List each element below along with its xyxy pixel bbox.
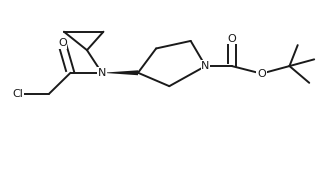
Polygon shape xyxy=(102,70,138,75)
Text: O: O xyxy=(58,38,67,48)
Text: Cl: Cl xyxy=(12,89,23,99)
Text: N: N xyxy=(98,68,106,78)
Text: N: N xyxy=(201,61,210,71)
Text: O: O xyxy=(227,34,236,44)
Text: O: O xyxy=(257,69,266,79)
